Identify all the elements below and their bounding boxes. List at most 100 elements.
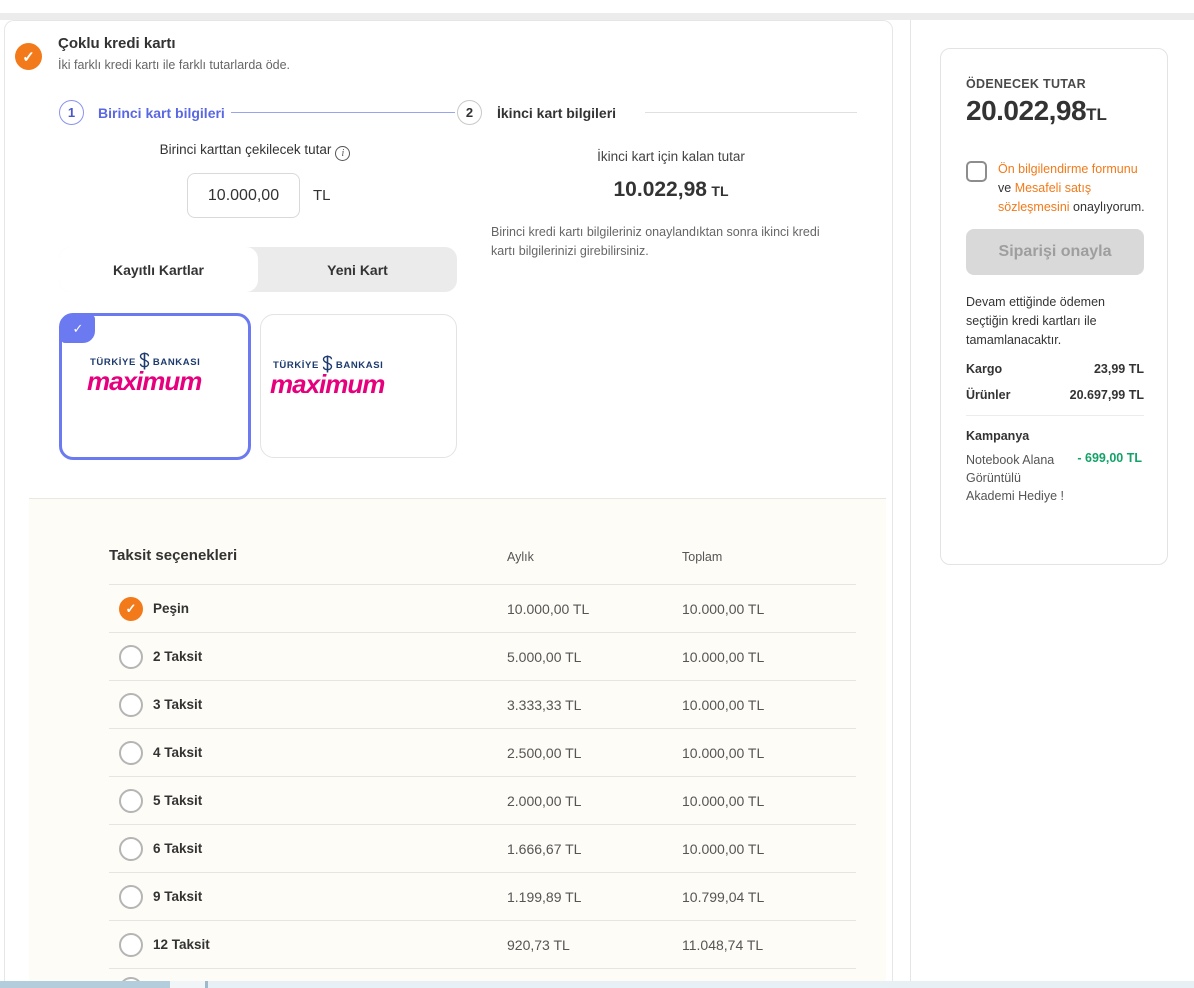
installment-monthly: 3.333,33 TL	[507, 697, 582, 713]
saved-card-1[interactable]: ✓ TÜRKİYE BANKASI maximum	[59, 313, 251, 460]
products-value: 20.697,99 TL	[1069, 388, 1144, 402]
step-1-indicator: 1	[59, 100, 84, 125]
total-amount: 20.022,98TL	[966, 95, 1107, 127]
second-card-note: Birinci kredi kartı bilgileriniz onaylan…	[491, 225, 820, 258]
installment-row-12[interactable]: 12 Taksit 920,73 TL 11.048,74 TL	[109, 921, 856, 969]
column-header-monthly: Aylık	[507, 550, 534, 564]
distance-sales-contract-link[interactable]: Mesafeli satış sözleşmesini	[998, 181, 1092, 214]
campaign-name: Notebook Alana Görüntülü Akademi Hediye …	[966, 453, 1064, 503]
step-connector-line	[231, 112, 455, 113]
card-brand-logo: maximum	[87, 366, 202, 396]
radio-icon[interactable]	[119, 645, 143, 669]
installment-row-3[interactable]: 3 Taksit 3.333,33 TL 10.000,00 TL	[109, 681, 856, 729]
first-card-amount-label-text: Birinci karttan çekilecek tutar	[159, 142, 332, 157]
installment-label: 2 Taksit	[153, 649, 203, 664]
bank-name-left: TÜRKİYE	[273, 360, 319, 371]
installment-total: 10.000,00 TL	[682, 841, 765, 857]
scrollbar-thumb[interactable]	[0, 981, 170, 988]
radio-icon[interactable]	[119, 837, 143, 861]
confirm-order-button[interactable]: Siparişi onayla	[966, 229, 1144, 275]
installments-table: ✓ Peşin 10.000,00 TL 10.000,00 TL 2 Taks…	[109, 584, 856, 969]
installment-row-9[interactable]: 9 Taksit 1.199,89 TL 10.799,04 TL	[109, 873, 856, 921]
column-header-total: Toplam	[682, 550, 723, 564]
radio-icon[interactable]	[119, 933, 143, 957]
radio-icon[interactable]	[119, 741, 143, 765]
agreement-text: Ön bilgilendirme formunu ve Mesafeli sat…	[998, 160, 1150, 217]
installment-monthly: 10.000,00 TL	[507, 601, 590, 617]
agreement-and-word: ve	[998, 181, 1015, 195]
collapsed-section-strip	[0, 0, 1194, 13]
installments-section: Taksit seçenekleri Aylık Toplam ✓ Peşin …	[29, 498, 886, 988]
installment-monthly: 2.500,00 TL	[507, 745, 582, 761]
payment-method-subtitle: İki farklı kredi kartı ile farklı tutarl…	[58, 58, 291, 72]
installment-label: 4 Taksit	[153, 745, 203, 760]
payment-method-title: Çoklu kredi kartı	[58, 35, 176, 52]
installment-row-pesin[interactable]: ✓ Peşin 10.000,00 TL 10.000,00 TL	[109, 585, 856, 633]
shipping-value: 23,99 TL	[1093, 362, 1144, 376]
campaign-title: Kampanya	[966, 429, 1030, 443]
remaining-amount-number: 10.022,98	[613, 178, 707, 201]
order-summary-card: ÖDENECEK TUTAR 20.022,98TL Ön bilgilendi…	[940, 48, 1168, 565]
campaign-discount-value: - 699,00 TL	[1077, 451, 1142, 465]
total-amount-currency: TL	[1086, 105, 1107, 124]
bank-name-right: BANKASI	[335, 360, 384, 371]
installment-monthly: 1.666,67 TL	[507, 841, 582, 857]
multi-card-panel: ✓ Çoklu kredi kartı İki farklı kredi kar…	[4, 20, 893, 988]
pre-information-form-link[interactable]: Ön bilgilendirme formunu	[998, 162, 1138, 176]
selected-payment-check-icon: ✓	[15, 43, 42, 70]
isbank-emblem-icon	[138, 352, 151, 373]
installment-row-5[interactable]: 5 Taksit 2.000,00 TL 10.000,00 TL	[109, 777, 856, 825]
agreement-suffix: onaylıyorum.	[1069, 200, 1145, 214]
second-card-remaining-label: İkinci kart için kalan tutar	[597, 149, 745, 164]
tab-new-card[interactable]: Yeni Kart	[327, 261, 388, 278]
radio-checked-icon[interactable]: ✓	[119, 597, 143, 621]
step-1-number: 1	[67, 105, 76, 120]
card-selected-check-icon: ✓	[61, 315, 95, 343]
radio-icon[interactable]	[119, 789, 143, 813]
saved-card-2[interactable]: TÜRKİYE BANKASI maximum	[260, 314, 457, 458]
installment-total: 11.048,74 TL	[682, 937, 764, 953]
installment-monthly: 920,73 TL	[507, 937, 570, 953]
summary-divider	[966, 415, 1144, 416]
scrollbar-tick	[205, 981, 208, 988]
installment-monthly: 2.000,00 TL	[507, 793, 582, 809]
first-card-amount-label: Birinci karttan çekilecek tutar i	[95, 142, 415, 161]
installment-total: 10.000,00 TL	[682, 745, 765, 761]
card-source-tabs: Kayıtlı Kartlar Yeni Kart	[59, 247, 457, 292]
installment-row-4[interactable]: 4 Taksit 2.500,00 TL 10.000,00 TL	[109, 729, 856, 777]
step-1-label: Birinci kart bilgileri	[98, 105, 225, 121]
bank-logo: TÜRKİYE BANKASI	[90, 352, 200, 373]
installment-label: Peşin	[153, 601, 190, 616]
agreement-checkbox[interactable]	[966, 161, 987, 182]
step-2-label: İkinci kart bilgileri	[497, 105, 617, 121]
tab-saved-cards[interactable]: Kayıtlı Kartlar	[59, 247, 258, 292]
info-icon[interactable]: i	[335, 146, 351, 161]
installment-total: 10.799,04 TL	[682, 889, 765, 905]
radio-icon[interactable]	[119, 693, 143, 717]
installment-label: 6 Taksit	[153, 841, 203, 856]
installment-row-2[interactable]: 2 Taksit 5.000,00 TL 10.000,00 TL	[109, 633, 856, 681]
total-amount-label: ÖDENECEK TUTAR	[966, 77, 1086, 91]
installment-total: 10.000,00 TL	[682, 697, 765, 713]
installment-row-6[interactable]: 6 Taksit 1.666,67 TL 10.000,00 TL	[109, 825, 856, 873]
installment-total: 10.000,00 TL	[682, 649, 765, 665]
installment-label: 12 Taksit	[153, 937, 210, 952]
bank-name-right: BANKASI	[152, 357, 201, 368]
page-background-gap	[0, 13, 1194, 20]
remaining-amount-currency: TL	[711, 183, 729, 199]
products-label: Ürünler	[966, 388, 1011, 402]
first-card-amount-input[interactable]	[187, 173, 300, 218]
step-2-divider-line	[645, 112, 857, 113]
step-2-indicator: 2	[457, 100, 482, 125]
second-card-remaining-amount: 10.022,98 TL	[491, 178, 851, 202]
installments-title: Taksit seçenekleri	[109, 547, 238, 564]
isbank-emblem-icon	[321, 355, 334, 376]
horizontal-scrollbar[interactable]	[0, 981, 1194, 988]
installment-label: 3 Taksit	[153, 697, 203, 712]
content-sidebar-divider	[910, 20, 911, 988]
radio-icon[interactable]	[119, 885, 143, 909]
installment-label: 5 Taksit	[153, 793, 203, 808]
card-brand-logo: maximum	[270, 369, 385, 399]
installment-monthly: 1.199,89 TL	[507, 889, 582, 905]
